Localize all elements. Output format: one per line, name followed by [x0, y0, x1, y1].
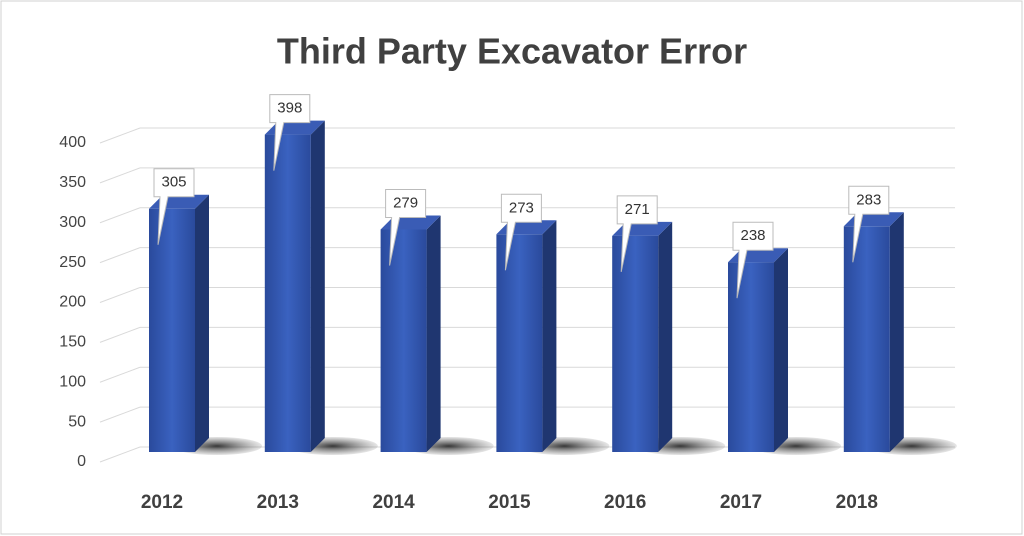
grid-line: [99, 406, 141, 423]
y-tick-label: 150: [59, 334, 86, 351]
x-tick-label: 2018: [836, 492, 878, 513]
bar: [496, 234, 543, 452]
x-tick-label: 2015: [488, 492, 531, 513]
grid-line: [99, 207, 141, 224]
callout: [848, 185, 890, 263]
bar-side: [426, 215, 441, 452]
y-tick-label: 400: [59, 134, 86, 151]
value-label: 238: [740, 227, 765, 244]
grid-line: [99, 366, 141, 383]
bar: [728, 262, 774, 452]
bar-side: [774, 248, 788, 452]
grid-line: [99, 167, 141, 184]
y-tick-label: 100: [59, 373, 86, 390]
callout: [500, 193, 542, 271]
callout: [269, 94, 311, 171]
callout: [616, 195, 658, 272]
callout: [153, 168, 195, 245]
bar-side: [310, 120, 325, 452]
value-label: 283: [856, 191, 881, 208]
value-label: 279: [393, 194, 418, 211]
callout: [732, 221, 774, 299]
value-label: 273: [509, 199, 534, 216]
grid-line: [99, 446, 141, 463]
bar-side: [542, 220, 557, 452]
y-tick-label: 0: [77, 453, 86, 470]
bar: [843, 226, 890, 452]
bar-side: [658, 221, 673, 452]
bar: [264, 134, 311, 452]
bar-side: [889, 212, 904, 452]
bar: [380, 229, 427, 452]
y-tick-label: 50: [68, 413, 86, 430]
grid-line: [99, 326, 141, 343]
bar-side: [195, 194, 209, 452]
y-tick-label: 250: [59, 254, 86, 271]
bar: [612, 235, 659, 452]
x-tick-label: 2017: [720, 492, 762, 513]
value-label: 398: [277, 100, 302, 117]
x-tick-label: 2012: [141, 492, 183, 513]
y-tick-label: 350: [59, 174, 86, 191]
bar: [149, 208, 195, 452]
chart-title: Third Party Excavator Error: [277, 31, 747, 72]
x-tick-label: 2013: [257, 492, 299, 513]
grid-line: [99, 287, 141, 303]
callout: [385, 188, 427, 266]
value-label: 271: [625, 201, 650, 218]
grid-line: [99, 247, 141, 264]
value-label: 305: [161, 174, 186, 191]
grid-line: [99, 127, 141, 144]
y-tick-label: 200: [59, 294, 86, 311]
x-tick-label: 2016: [604, 492, 646, 513]
y-tick-label: 300: [59, 214, 86, 231]
x-tick-label: 2014: [372, 492, 415, 513]
